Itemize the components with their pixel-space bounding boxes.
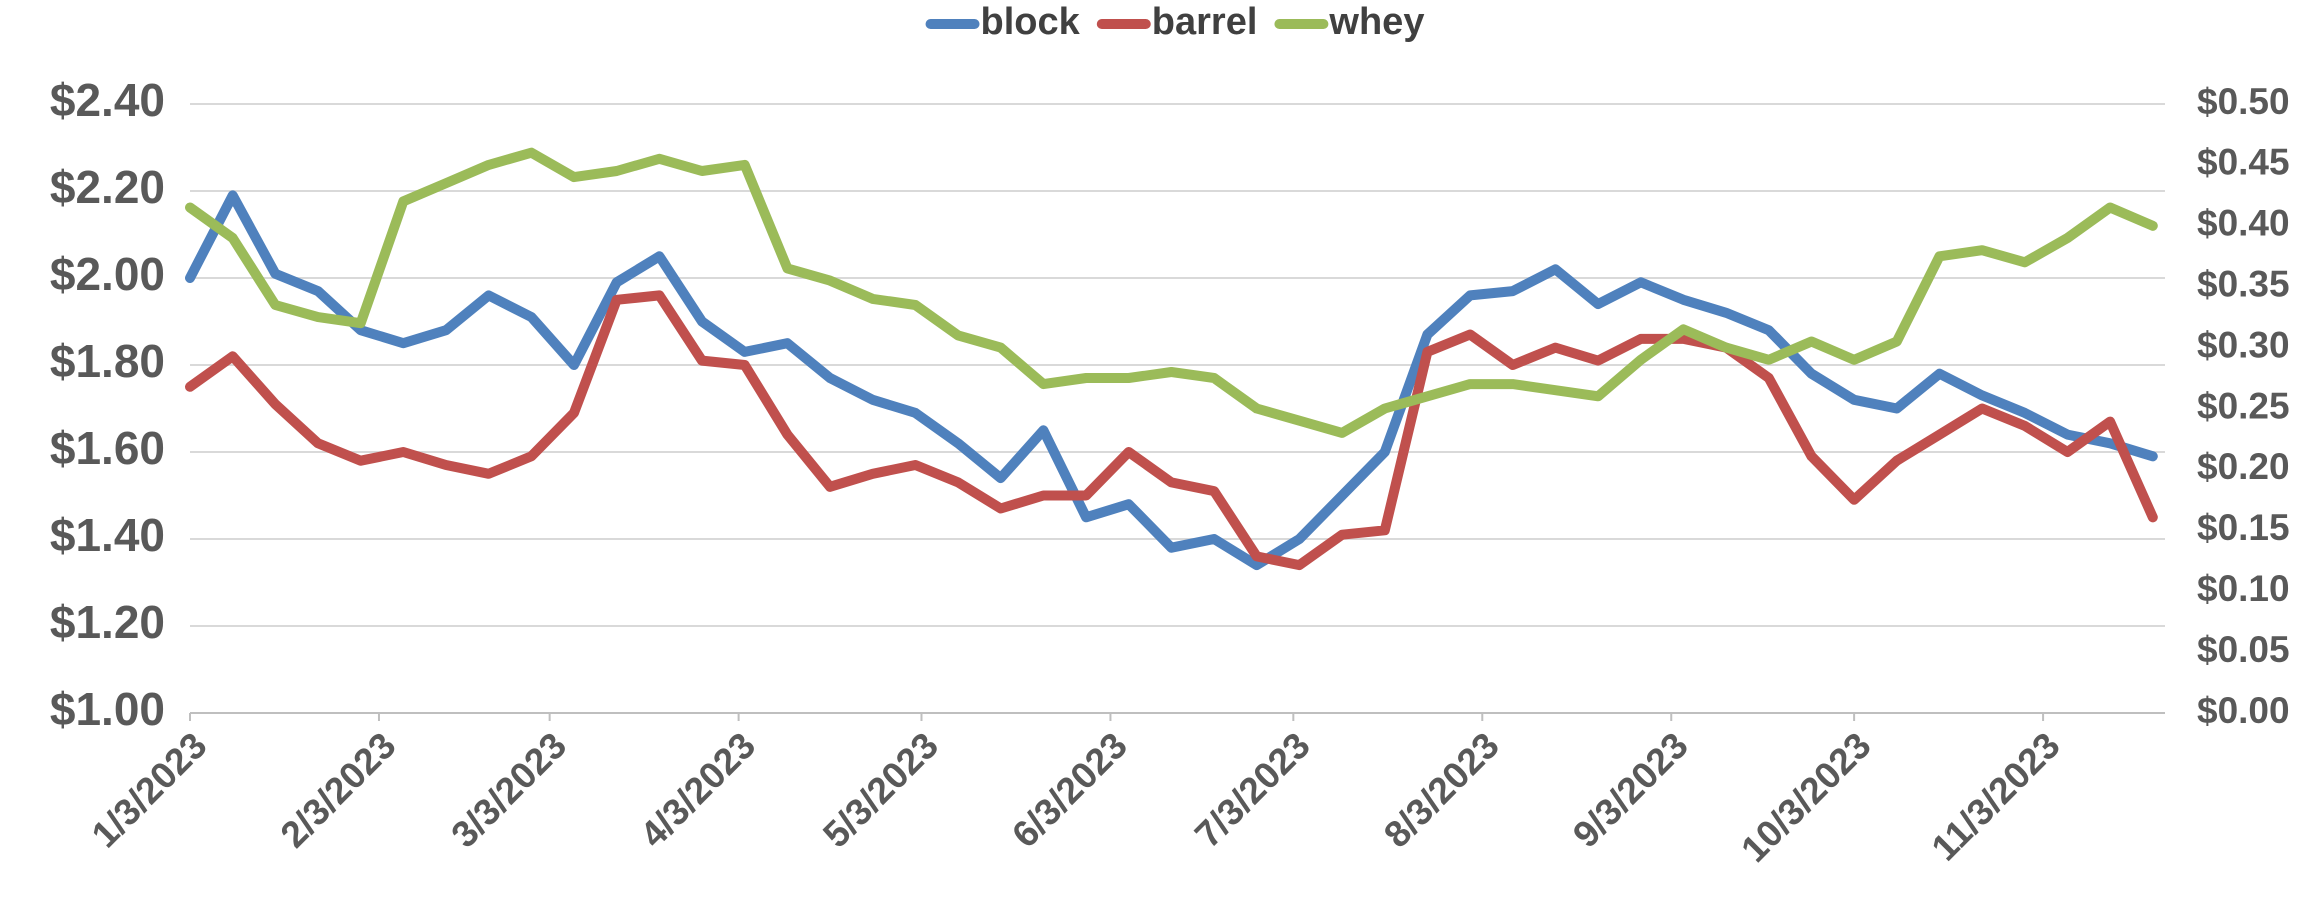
y2-tick-label: $0.00: [2197, 690, 2290, 731]
x-tick-label: 5/3/2023: [815, 725, 946, 856]
legend-label: barrel: [1152, 1, 1258, 43]
y-tick-label: $2.20: [50, 161, 165, 213]
x-tick-label: 11/3/2023: [1924, 725, 2068, 869]
y2-tick-label: $0.20: [2197, 446, 2290, 487]
legend-label: whey: [1328, 1, 1424, 43]
y-tick-label: $2.00: [50, 248, 165, 300]
y2-tick-label: $0.35: [2197, 263, 2290, 304]
series-line: [185, 147, 2158, 438]
y-tick-label: $1.00: [50, 683, 165, 735]
x-tick-label: 2/3/2023: [273, 725, 404, 856]
y-tick-label: $1.60: [50, 422, 165, 474]
x-tick-label: 3/3/2023: [443, 725, 574, 856]
y-tick-label: $1.20: [50, 596, 165, 648]
y-tick-label: $2.40: [50, 74, 165, 126]
x-tick-label: 8/3/2023: [1376, 725, 1507, 856]
y-tick-label: $1.80: [50, 335, 165, 387]
y2-tick-label: $0.05: [2197, 629, 2290, 670]
y-tick-label: $1.40: [50, 509, 165, 561]
x-tick-label: 10/3/2023: [1733, 725, 1878, 870]
series-line: [185, 190, 2158, 571]
x-tick-label: 9/3/2023: [1565, 725, 1696, 856]
y2-tick-label: $0.45: [2197, 142, 2290, 183]
y2-tick-label: $0.15: [2197, 507, 2290, 548]
legend-label: block: [981, 1, 1081, 43]
y2-tick-label: $0.40: [2197, 203, 2290, 244]
x-tick-label: 4/3/2023: [632, 725, 763, 856]
series-line: [185, 290, 2158, 571]
y2-tick-label: $0.30: [2197, 324, 2290, 365]
y2-tick-label: $0.10: [2197, 568, 2290, 609]
y2-tick-label: $0.50: [2197, 81, 2290, 122]
x-tick-label: 7/3/2023: [1187, 725, 1318, 856]
y2-tick-label: $0.25: [2197, 385, 2290, 426]
legend: block barrel whey: [925, 1, 1424, 43]
x-tick-label: 1/3/2023: [84, 725, 215, 856]
x-tick-label: 6/3/2023: [1004, 725, 1135, 856]
